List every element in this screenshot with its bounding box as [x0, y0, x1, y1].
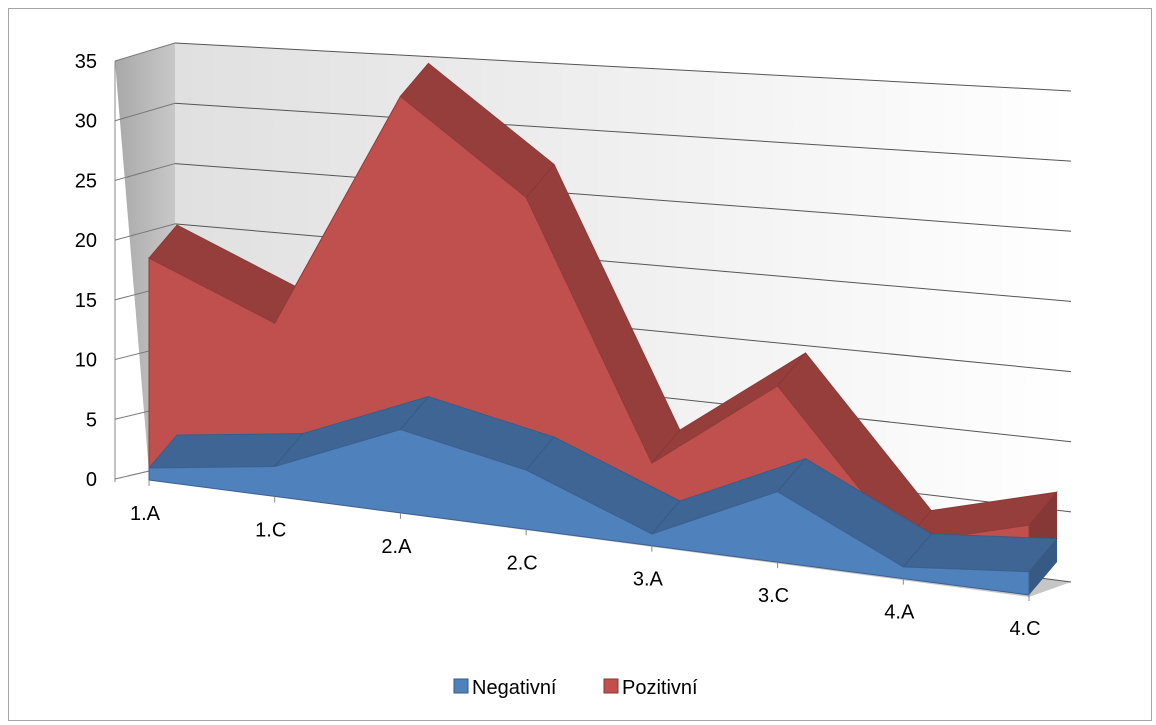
gridline	[174, 102, 1072, 162]
x-tick-label: 2.A	[381, 536, 412, 558]
x-tick-label: 1.A	[130, 503, 161, 525]
y-tick-label: 20	[75, 230, 97, 252]
legend-swatch	[453, 678, 469, 694]
y-tick-label: 5	[86, 409, 97, 431]
y-tick-label: 30	[75, 111, 97, 133]
x-tick-label: 4.A	[884, 602, 915, 624]
legend-label: Negativní	[472, 677, 557, 699]
y-tick-label: 10	[75, 350, 97, 372]
y-tick-label: 25	[75, 170, 97, 192]
gridline	[174, 42, 1072, 92]
x-tick-label: 3.A	[633, 569, 664, 591]
x-tick-label: 1.C	[255, 519, 286, 541]
x-tick-label: 4.C	[1009, 618, 1040, 640]
y-tick-label: 15	[75, 290, 97, 312]
legend: Negativní Pozitivní	[453, 677, 698, 699]
y-axis-ticks: 0 5 10 15 20 25 30 35	[75, 51, 97, 491]
x-axis-ticks: 1.A 1.C 2.A 2.C 3.A 3.C 4.A 4.C	[130, 480, 1041, 640]
side-gridline	[114, 223, 176, 241]
series-negativni-end-cap	[1029, 538, 1057, 595]
side-gridline	[114, 102, 176, 122]
legend-label: Pozitivní	[622, 677, 698, 699]
chart-frame: 0 5 10 15 20 25 30 35 1.A 1.C 2.A 2.C 3.A 3.C 4.A 4.C …	[8, 8, 1152, 721]
y-tick-label: 35	[75, 51, 97, 73]
series-areas	[148, 62, 1058, 596]
legend-swatch	[603, 678, 619, 694]
x-tick-label: 3.C	[758, 585, 789, 607]
gridline	[174, 163, 1072, 232]
side-gridline	[114, 163, 176, 181]
x-tick-label: 2.C	[507, 552, 538, 574]
y-tick-label: 0	[86, 469, 97, 491]
side-gridline	[114, 42, 176, 62]
